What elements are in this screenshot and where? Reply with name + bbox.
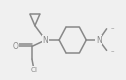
Text: Cl: Cl — [30, 67, 37, 73]
Text: –: – — [111, 25, 114, 31]
Text: O: O — [13, 42, 18, 51]
Text: –: – — [111, 48, 114, 54]
Text: N: N — [96, 36, 102, 44]
Text: N: N — [43, 36, 48, 44]
